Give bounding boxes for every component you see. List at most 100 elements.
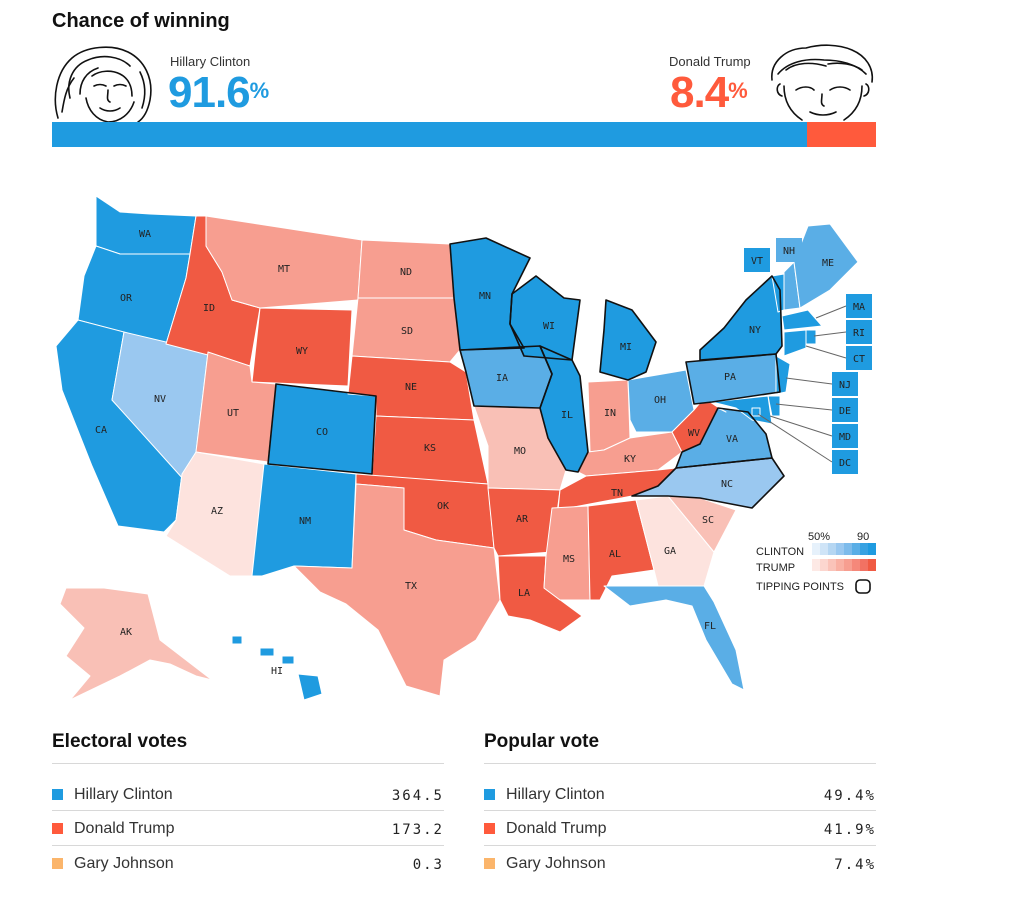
legend-tipping-label: TIPPING POINTS [756, 581, 844, 593]
tipping-point-key-icon [855, 579, 871, 594]
divider [484, 763, 876, 764]
state-WY[interactable] [251, 307, 353, 387]
state-WA[interactable] [95, 195, 197, 255]
johnson-swatch [484, 858, 495, 869]
state-ME[interactable] [793, 223, 859, 309]
state-label-ID: ID [203, 303, 215, 314]
legend-scale-swatch [868, 543, 876, 555]
trump-swatch [484, 823, 495, 834]
divider [52, 763, 444, 764]
state-label-HI: HI [271, 666, 283, 677]
clinton-pct-value: 91.6 [168, 68, 251, 117]
clinton-portrait-icon [54, 46, 152, 123]
state-label-MO: MO [514, 446, 526, 457]
legend-clinton-label: CLINTON [756, 546, 804, 558]
state-label-IN: IN [604, 408, 616, 419]
state-label-LA: LA [518, 588, 530, 599]
clinton-percentage: 91.6% [168, 68, 270, 117]
legend-scale-swatch [820, 559, 828, 571]
state-RI[interactable] [805, 329, 817, 345]
state-CT[interactable] [783, 329, 807, 357]
state-MS[interactable] [543, 505, 591, 601]
legend-scale-swatch [836, 543, 844, 555]
legend-scale-swatch [812, 543, 820, 555]
trump-pct-symbol: % [728, 78, 748, 103]
state-label-UT: UT [227, 408, 239, 419]
popular-row-value: 49.4% [823, 788, 876, 804]
page-title: Chance of winning [52, 10, 230, 32]
clinton-pct-symbol: % [249, 78, 270, 103]
state-label-CA: CA [95, 425, 107, 436]
state-MT[interactable] [205, 215, 363, 309]
state-label-IL: IL [561, 410, 573, 421]
popular-row-name: Donald Trump [506, 820, 607, 837]
legend-scale-swatch [828, 543, 836, 555]
legend-scale-swatch [820, 543, 828, 555]
trump-swatch [52, 823, 63, 834]
tipping-outlines [267, 237, 785, 509]
state-SD[interactable] [351, 297, 461, 363]
state-label-SD: SD [401, 326, 413, 337]
callout-leaders [757, 305, 847, 463]
trump-probability-bar [807, 122, 876, 147]
divider [52, 845, 444, 846]
state-label-NV: NV [154, 394, 166, 405]
electoral-votes-title: Electoral votes [52, 731, 188, 752]
callout-label-DC: DC [839, 458, 851, 469]
state-label-OH: OH [654, 395, 666, 406]
legend-high-label: 90 [857, 531, 869, 543]
state-HI[interactable] [231, 635, 323, 701]
state-label-WI: WI [543, 321, 555, 332]
state-label-MI: MI [620, 342, 632, 353]
state-label-MN: MN [479, 291, 491, 302]
legend-scale-swatch [844, 543, 852, 555]
electoral-row-value: 0.3 [412, 857, 444, 873]
state-label-AK: AK [120, 627, 132, 638]
state-label-FL: FL [704, 621, 716, 632]
electoral-row-name: Donald Trump [74, 820, 175, 837]
state-MA[interactable] [781, 309, 823, 331]
legend-trump-scale [812, 559, 876, 571]
trump-pct-value: 8.4 [670, 68, 729, 117]
divider [484, 810, 876, 811]
legend-scale-swatch [860, 543, 868, 555]
legend-scale-swatch [852, 543, 860, 555]
clinton-name: Hillary Clinton [170, 54, 251, 69]
state-label-AZ: AZ [211, 506, 223, 517]
state-MD[interactable] [711, 395, 773, 425]
callout-boxes [744, 238, 872, 474]
legend-scale-swatch [852, 559, 860, 571]
popular-vote-title: Popular vote [484, 731, 600, 752]
legend-scale-swatch [860, 559, 868, 571]
state-DE[interactable] [767, 395, 781, 417]
state-label-VA: VA [726, 434, 738, 445]
state-label-SC: SC [702, 515, 714, 526]
state-label-NC: NC [721, 479, 733, 490]
legend-scale-swatch [828, 559, 836, 571]
trump-name: Donald Trump [669, 54, 751, 69]
state-FL[interactable] [603, 585, 745, 691]
legend-scale-swatch [868, 559, 876, 571]
trump-percentage: 8.4% [670, 68, 748, 117]
clinton-probability-bar [52, 122, 807, 147]
state-label-NM: NM [299, 516, 311, 527]
popular-row-value: 41.9% [823, 822, 876, 838]
state-label-KY: KY [624, 454, 636, 465]
state-label-NE: NE [405, 382, 417, 393]
state-label-PA: PA [724, 372, 736, 383]
us-electoral-map: WA OR CA NV ID MT WY UT AZ CO NM ND SD N… [55, 195, 876, 701]
state-label-ND: ND [400, 267, 412, 278]
callout-label-NH: NH [783, 246, 795, 257]
state-label-OK: OK [437, 501, 449, 512]
state-label-AR: AR [516, 514, 529, 525]
state-NY[interactable] [699, 275, 783, 361]
state-label-WY: WY [296, 346, 308, 357]
state-AK[interactable] [59, 587, 213, 701]
johnson-swatch [52, 858, 63, 869]
state-label-IA: IA [496, 373, 508, 384]
legend-scale-swatch [812, 559, 820, 571]
state-AR[interactable] [487, 487, 561, 557]
legend-trump-label: TRUMP [756, 562, 795, 574]
state-TX[interactable] [293, 483, 501, 697]
state-label-MT: MT [278, 264, 290, 275]
